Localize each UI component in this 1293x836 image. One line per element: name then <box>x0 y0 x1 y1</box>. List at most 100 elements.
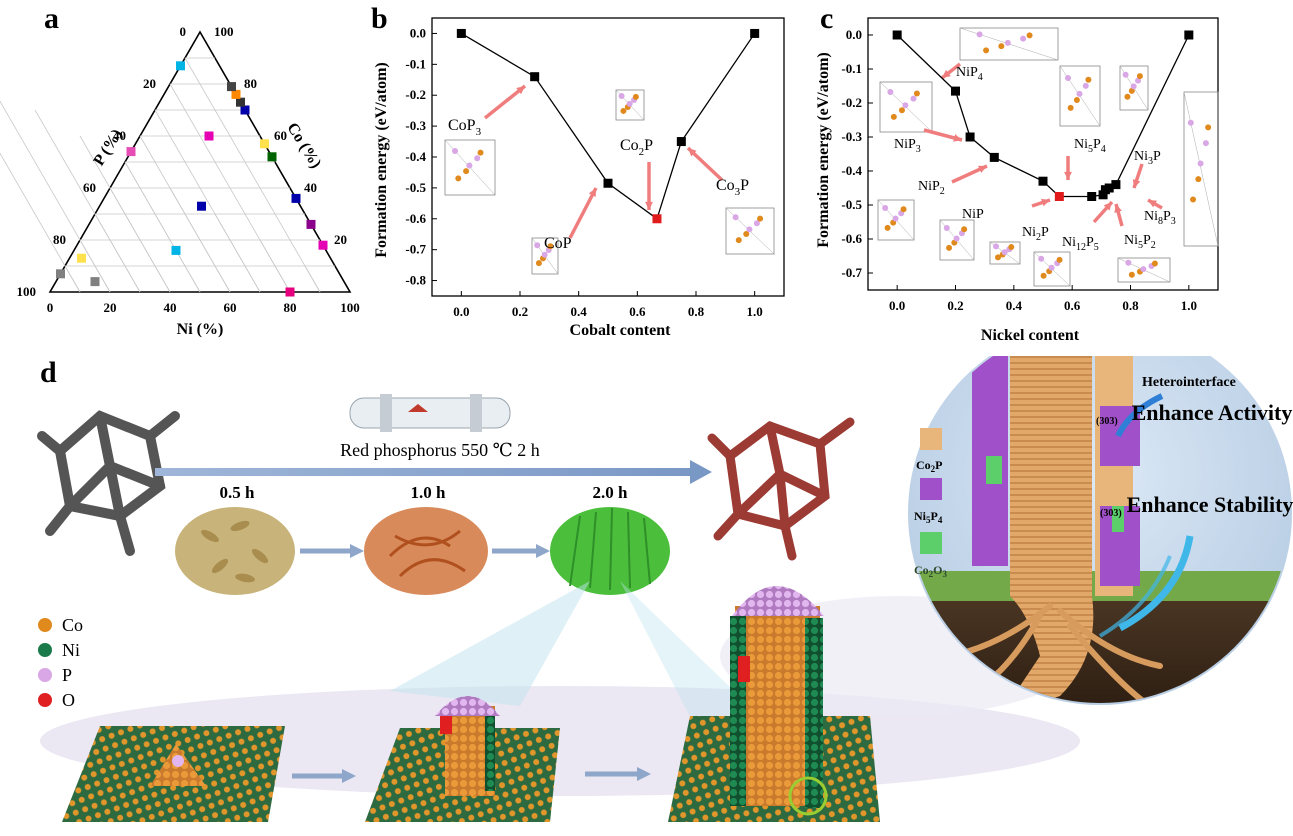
ternary-grid <box>0 30 352 293</box>
time-label-1: 1.0 h <box>411 483 447 502</box>
data-point <box>750 28 760 38</box>
ternary-tick-bottom: 20 <box>104 300 117 315</box>
ternary-tick-right: 80 <box>244 76 257 91</box>
ternary-marker <box>227 82 236 92</box>
time-label-0: 0.5 h <box>220 483 256 502</box>
crystal-structure <box>879 81 933 133</box>
ternary-axis-p-label: P (%) <box>90 126 125 169</box>
zoom-inset <box>908 356 1292 705</box>
synthesis-illustration: Red phosphorus 550 ℃ 2 h 0.5 h 1.0 h 2.0… <box>37 356 1293 822</box>
ternary-marker <box>236 97 245 107</box>
inset-facet-1: (303) <box>1096 416 1118 427</box>
legend-o: O <box>62 690 75 710</box>
ternary-marker <box>291 193 301 203</box>
seeds-image <box>175 507 295 595</box>
y-tick-label: -0.5 <box>841 197 862 212</box>
chart-c-label-ni12p5: Ni12P5 <box>1062 235 1099 253</box>
pointer-arrow <box>483 84 527 120</box>
x-tick-label: 0.2 <box>512 304 528 319</box>
chart-c-label-ni5p4: Ni5P4 <box>1074 137 1106 155</box>
panel-label-a: a <box>44 2 59 35</box>
ternary-marker <box>197 201 206 211</box>
tube-furnace-icon <box>349 394 511 432</box>
chart-b-structures <box>444 84 775 275</box>
ternary-marker <box>77 253 86 263</box>
data-point <box>676 137 686 147</box>
ternary-diagram: 020406080100020406080100100806040200 P (… <box>0 24 360 338</box>
nanorod-large <box>730 586 824 808</box>
crystal-structure <box>1059 65 1101 127</box>
ternary-tick-left: 20 <box>143 76 156 91</box>
chart-c-label-nip3: NiP3 <box>894 137 921 155</box>
y-tick-label: -0.5 <box>405 180 426 195</box>
ternary-markers <box>56 61 328 297</box>
ternary-axis-co-label: Co (%) <box>283 120 324 172</box>
sprouts-image <box>364 507 488 595</box>
data-point <box>530 72 540 82</box>
y-tick-label: 0.0 <box>410 25 426 40</box>
ternary-tick-left: 60 <box>83 180 96 195</box>
inset-enhance-stability: Enhance Stability <box>1127 492 1293 517</box>
chart-c-label-nip: NiP <box>962 207 984 222</box>
red-framework-icon <box>707 417 855 561</box>
crystal-structure <box>959 27 1059 61</box>
data-point <box>1087 192 1097 201</box>
chart-c-label-ni2p: Ni2P <box>1022 225 1049 243</box>
ternary-gridline <box>184 57 321 293</box>
ternary-tick-bottom: 80 <box>284 300 297 315</box>
data-point <box>951 86 960 96</box>
ternary-marker <box>231 89 241 99</box>
ternary-marker <box>90 277 100 287</box>
data-point <box>1098 190 1108 200</box>
time-label-2: 2.0 h <box>593 483 629 502</box>
ternary-marker <box>126 147 136 157</box>
ternary-gridline <box>79 239 111 293</box>
ternary-tick-bottom: 0 <box>47 300 54 315</box>
chart-cobalt: 0.0 0.2 0.4 0.6 0.8 1.0 0.0 -0.1 -0.2 -0.3 -0.4 -0.… <box>373 17 785 339</box>
ternary-tick-left: 100 <box>17 284 37 299</box>
atom-legend <box>38 618 52 707</box>
data-point <box>965 132 975 142</box>
data-point <box>1038 176 1048 186</box>
ternary-tick-right: 40 <box>304 180 317 195</box>
y-tick-label: -0.1 <box>841 61 862 76</box>
crystal-structure <box>1033 251 1071 287</box>
inset-enhance-activity: Enhance Activity <box>1132 400 1293 425</box>
process-condition: Red phosphorus 550 ℃ 2 h <box>340 440 540 460</box>
chart-c-axes: 0.0 0.2 0.4 0.6 0.8 1.0 0.0 -0.1 -0.2 -0.3 -0.4 -0.… <box>841 17 1219 313</box>
y-tick-label: -0.3 <box>405 118 426 133</box>
chart-c-label-ni5p2: Ni5P2 <box>1124 233 1156 251</box>
x-tick-label: 0.4 <box>571 304 588 319</box>
x-tick-label: 0.0 <box>453 304 469 319</box>
panel-label-c: c <box>820 2 834 35</box>
inset-heterointerface: Heterointerface <box>1142 375 1236 390</box>
chart-c-structures <box>877 27 1219 287</box>
x-tick-label: 0.6 <box>1064 298 1081 313</box>
y-tick-label: -0.6 <box>841 231 862 246</box>
chart-c-label-ni3p: Ni3P <box>1134 149 1161 167</box>
ternary-marker <box>260 139 269 149</box>
ternary-tick-bottom: 100 <box>340 300 360 315</box>
pointer-arrow <box>568 187 598 239</box>
crystal-structure <box>725 207 775 255</box>
ternary-tick-left: 40 <box>113 128 126 143</box>
crystal-structure <box>1119 65 1149 111</box>
chart-b-axes: 0.0 0.2 0.4 0.6 0.8 1.0 0.0 -0.1 -0.2 -0.3 -0.4 -0.… <box>405 17 785 319</box>
legend-ni: Ni <box>62 640 80 660</box>
ternary-marker <box>240 105 250 115</box>
y-tick-label: -0.3 <box>841 129 862 144</box>
y-tick-label: -0.7 <box>841 265 862 280</box>
crystal-structure <box>877 199 915 241</box>
ternary-marker <box>267 152 277 162</box>
x-tick-label: 0.4 <box>1006 298 1023 313</box>
data-point <box>603 178 613 188</box>
ternary-gridline <box>94 213 141 293</box>
ternary-axis-ni-label: Ni (%) <box>177 321 224 338</box>
chart-b-label-co2p: Co2P <box>620 137 653 158</box>
ternary-gridline <box>0 152 81 293</box>
inset-legend-ni5p4: Ni5P4 <box>914 509 943 525</box>
ternary-marker <box>176 61 185 71</box>
process-arrow <box>155 468 695 476</box>
chart-c-label-ni8p3: Ni8P3 <box>1144 209 1176 227</box>
chart-c-label-nip2: NiP2 <box>918 179 945 197</box>
